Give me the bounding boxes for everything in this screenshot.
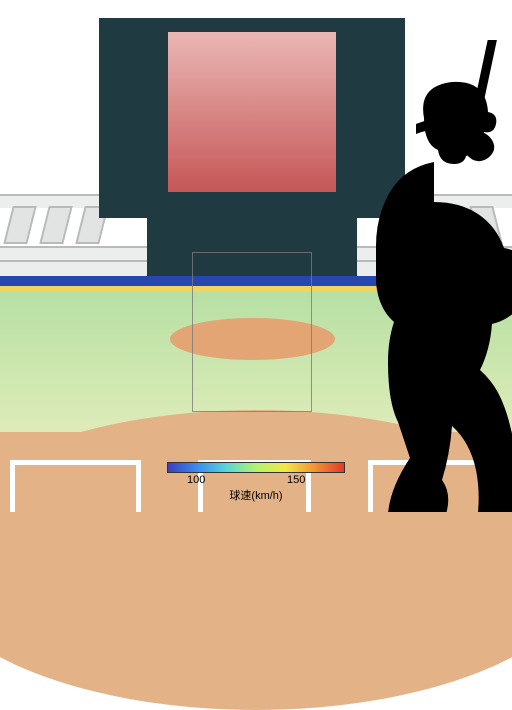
batter-silhouette	[306, 40, 512, 512]
pitch-location-chart: 100 150 球速(km/h)	[0, 0, 512, 512]
batters-box-line	[10, 460, 15, 512]
legend-tick-mid: 150	[287, 474, 305, 486]
legend-tick-min: 100	[187, 474, 205, 486]
batters-box-line	[10, 460, 140, 465]
batters-box-line	[136, 460, 141, 512]
strike-zone	[192, 252, 312, 412]
